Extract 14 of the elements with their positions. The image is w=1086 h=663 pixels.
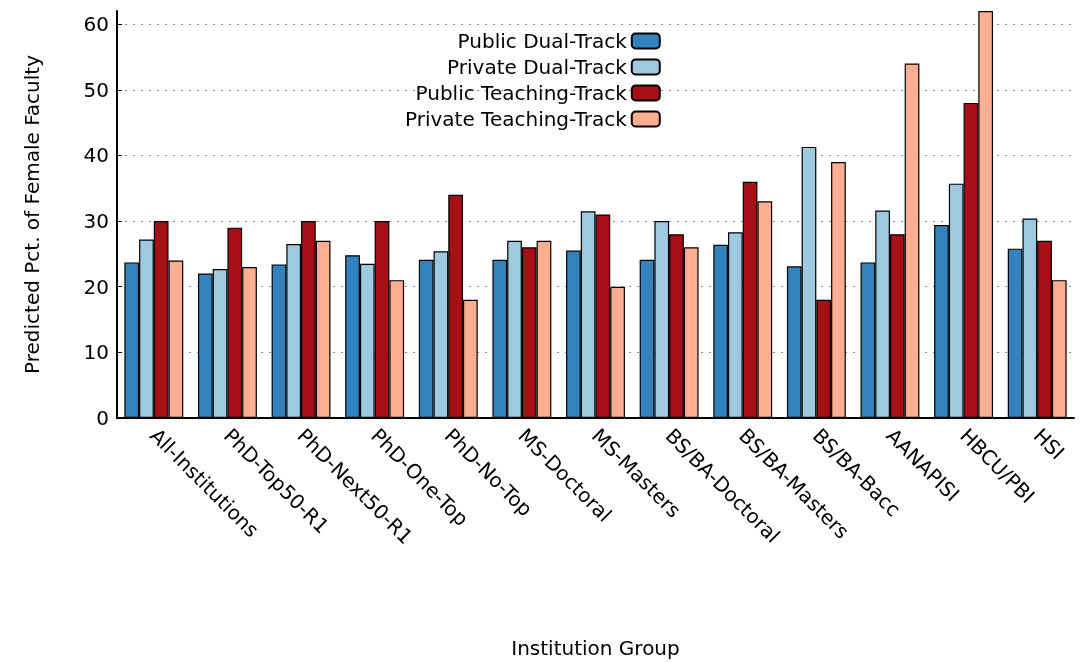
y-axis-title: Predicted Pct. of Female Faculty <box>20 54 44 374</box>
legend-label: Public Teaching-Track <box>415 81 628 105</box>
legend-label: Private Dual-Track <box>447 55 628 79</box>
x-tick-label: HSI <box>1028 423 1070 465</box>
x-axis-title: Institution Group <box>511 636 680 660</box>
y-tick-label: 50 <box>83 77 109 102</box>
legend-label: Private Teaching-Track <box>405 107 628 131</box>
legend-label: Public Dual-Track <box>457 29 628 53</box>
y-tick-label: 0 <box>96 406 109 430</box>
y-tick-label: 10 <box>83 340 109 365</box>
y-tick-label: 40 <box>83 143 109 168</box>
y-tick-label: 60 <box>83 12 109 37</box>
y-tick-label: 30 <box>83 209 109 234</box>
y-tick-label: 20 <box>83 274 109 299</box>
